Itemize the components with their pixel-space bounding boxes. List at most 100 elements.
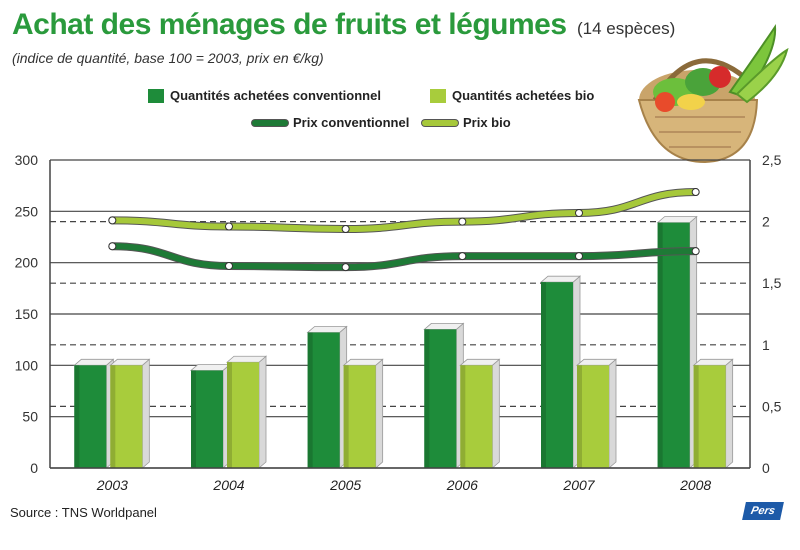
line-series-prix-conventionnel [108,242,700,272]
y-right-tick-label: 1 [762,337,770,353]
bar-top [423,322,465,330]
bar-bio-2008 [692,358,734,469]
lines-layer [108,188,700,272]
bar-top [342,358,384,366]
bar-shade [307,332,313,468]
bar-face [424,329,457,468]
vegetable-basket-illustration [637,24,789,164]
line-point [108,216,117,225]
bar-shade [693,365,699,468]
bar-top [575,358,618,366]
legend-item: Prix bio [421,115,511,130]
chart-subtitle: (indice de quantité, base 100 = 2003, pr… [12,50,324,66]
bar-shade [577,365,582,468]
bar-top [539,275,582,283]
bar-top [656,216,698,224]
chart-title-note: (14 espèces) [576,19,676,38]
y-right-tick-label: 2,5 [762,152,782,168]
bar-top [225,355,268,363]
line-point [575,208,583,217]
bar-top [306,326,348,333]
bar-bio-2004 [225,355,268,469]
y-left-tick-label: 150 [15,306,39,322]
bar-face [307,332,340,468]
x-tick-label: 2005 [329,477,361,493]
legend-label: Prix bio [463,115,511,130]
legend: Quantités achetées conventionnel Quantité… [148,88,594,130]
chart-title-block: Achat des ménages de fruits et légumes (… [12,8,675,42]
bar-face [577,365,609,468]
bar-face [460,365,493,468]
bar-side [375,358,384,469]
legend-swatch [148,89,164,103]
axis-layer: 0 50 100 150 200 250 300 0 0,5 1 1,5 2 2,5 2003 2004 20… [15,152,782,493]
y-right-tick-label: 1,5 [762,275,782,291]
line-point [575,252,583,261]
bar-shade [424,329,430,468]
line-point [341,224,350,233]
y-left-tick-label: 0 [30,460,38,476]
line-point [225,261,233,270]
bar-side [725,358,734,469]
publisher-logo: Pers [742,502,784,520]
y-right-tick-label: 2 [762,214,770,230]
bar-top [459,358,501,366]
bar-face [541,282,573,468]
bar-conventionnel-2004 [189,363,232,469]
bar-shade [657,222,663,468]
bar-conventionnel-2007 [539,275,582,469]
bar-face [657,222,690,468]
bar-side [491,358,500,469]
line-path [109,189,699,232]
bar-conventionnel-2008 [656,215,698,469]
legend-swatch [430,89,446,103]
bar-shade [541,282,546,468]
bar-face [343,365,376,468]
legend-item: Quantités achetées conventionnel [148,88,381,103]
bar-top [73,358,115,366]
y-left-tick-label: 50 [22,409,38,425]
bar-top [692,358,734,366]
line-point [691,188,700,197]
legend-item: Quantités achetées bio [430,88,594,103]
bar-face [191,370,223,468]
bar-face [693,365,726,468]
bar-top [109,358,151,366]
bar-face [74,365,107,468]
y-right-tick-label: 0 [762,460,770,476]
chart-title: Achat des ménages de fruits et légumes [12,8,567,41]
bar-shade [343,365,349,468]
bar-shade [460,365,466,468]
bar-conventionnel-2006 [423,322,465,469]
x-tick-label: 2006 [446,477,478,493]
bar-bio-2007 [575,358,618,469]
legend-item: Prix conventionnel [251,115,409,130]
legend-label: Quantités achetées bio [452,88,594,103]
y-left-tick-label: 250 [15,203,39,219]
line-point [108,242,117,251]
x-tick-label: 2004 [212,477,244,493]
x-tick-label: 2008 [679,477,711,493]
bar-shade [191,370,196,468]
bar-bio-2006 [459,358,501,469]
bar-bio-2003 [109,358,151,469]
line-point [691,247,700,256]
y-left-tick-label: 200 [15,255,39,271]
legend-label: Quantités achetées conventionnel [170,88,381,103]
bar-side [141,358,150,469]
bar-conventionnel-2005 [306,325,348,469]
legend-label: Prix conventionnel [293,115,409,130]
line-series-prix-bio [108,188,700,233]
bar-face [110,365,143,468]
line-point [458,217,467,226]
bar-side [608,358,617,469]
y-right-tick-label: 0,5 [762,398,782,414]
bar-face [227,362,259,468]
line-point [341,263,350,272]
bar-shade [74,365,80,468]
line-point [225,222,233,231]
x-tick-label: 2003 [96,477,128,493]
line-point [458,252,467,261]
bar-side [258,355,267,469]
